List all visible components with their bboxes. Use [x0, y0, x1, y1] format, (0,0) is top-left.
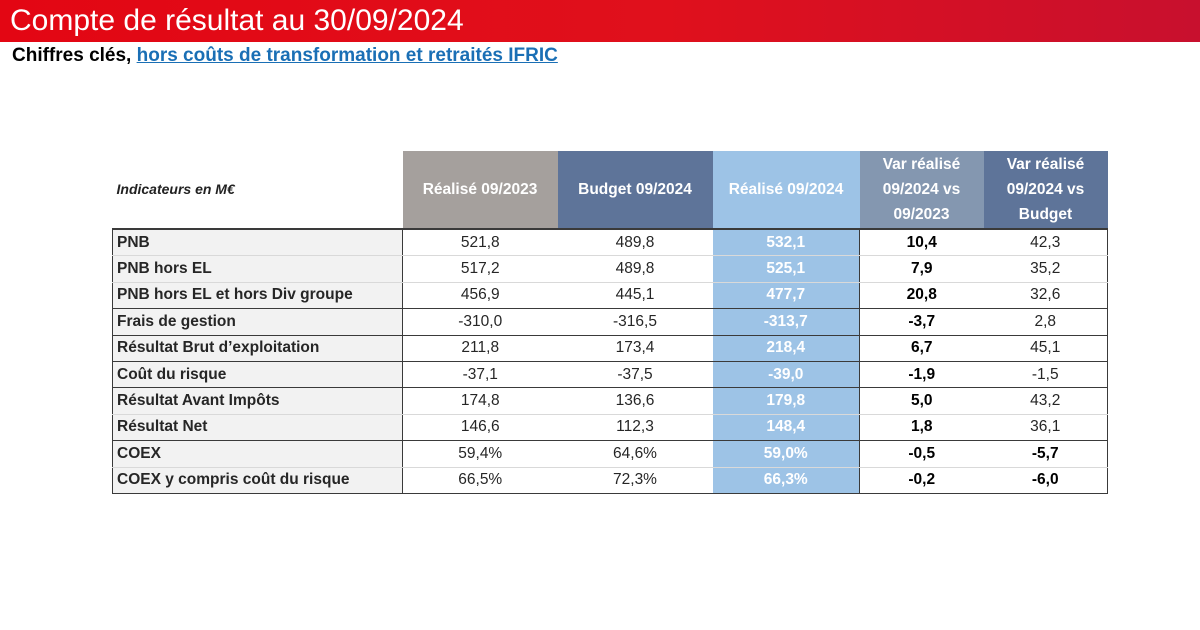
- cell-var-vs-budget: 45,1: [983, 335, 1108, 362]
- cell-realise-2024: 66,3%: [712, 467, 860, 494]
- cell-realise-2023: 66,5%: [402, 467, 558, 494]
- cell-budget-2024: -37,5: [557, 361, 713, 389]
- cell-budget-2024: 445,1: [557, 282, 713, 310]
- cell-var-vs-2023: 6,7: [859, 335, 984, 362]
- header-realise-2024: Réalisé 09/2024: [712, 151, 860, 230]
- cell-realise-2024: 218,4: [712, 335, 860, 362]
- cell-var-vs-budget: 36,1: [983, 414, 1108, 442]
- cell-realise-2023: -310,0: [402, 308, 558, 336]
- row-label: Résultat Brut d’exploitation: [112, 335, 403, 362]
- cell-budget-2024: 136,6: [557, 387, 713, 415]
- cell-var-vs-budget: 43,2: [983, 387, 1108, 415]
- header-var-vs-budget: Var réalisé 09/2024 vs Budget: [983, 151, 1108, 230]
- table-row: PNB 521,8 489,8 532,1 10,4 42,3: [112, 229, 1108, 257]
- row-label: PNB hors EL et hors Div groupe: [112, 282, 403, 310]
- cell-budget-2024: 489,8: [557, 229, 713, 257]
- cell-realise-2023: 521,8: [402, 229, 558, 257]
- header-budget-2024: Budget 09/2024: [557, 151, 713, 230]
- header-indicators: Indicateurs en M€: [112, 151, 403, 230]
- cell-var-vs-2023: 1,8: [859, 414, 984, 442]
- cell-realise-2023: 174,8: [402, 387, 558, 415]
- cell-realise-2024: 148,4: [712, 414, 860, 442]
- cell-realise-2024: -313,7: [712, 308, 860, 336]
- key-figures-table: Indicateurs en M€ Réalisé 09/2023 Budget…: [112, 151, 1108, 494]
- table-row: PNB hors EL et hors Div groupe 456,9 445…: [112, 282, 1108, 310]
- cell-var-vs-2023: -0,5: [859, 440, 984, 468]
- cell-realise-2023: 456,9: [402, 282, 558, 310]
- cell-realise-2024: 525,1: [712, 255, 860, 283]
- header-realise-2023: Réalisé 09/2023: [402, 151, 558, 230]
- cell-var-vs-2023: 5,0: [859, 387, 984, 415]
- title-banner: Compte de résultat au 30/09/2024: [0, 0, 1200, 42]
- row-label: PNB hors EL: [112, 255, 403, 283]
- cell-var-vs-budget: 32,6: [983, 282, 1108, 310]
- cell-var-vs-budget: -5,7: [983, 440, 1108, 468]
- cell-budget-2024: 64,6%: [557, 440, 713, 468]
- cell-realise-2024: 59,0%: [712, 440, 860, 468]
- cell-var-vs-2023: 20,8: [859, 282, 984, 310]
- cell-var-vs-2023: 7,9: [859, 255, 984, 283]
- header-var-vs-2023: Var réalisé 09/2024 vs 09/2023: [859, 151, 984, 230]
- row-label: COEX: [112, 440, 403, 468]
- cell-var-vs-2023: -3,7: [859, 308, 984, 336]
- cell-var-vs-2023: -0,2: [859, 467, 984, 494]
- subtitle-link[interactable]: hors coûts de transformation et retraité…: [136, 45, 558, 66]
- cell-realise-2024: 179,8: [712, 387, 860, 415]
- cell-var-vs-2023: 10,4: [859, 229, 984, 257]
- cell-realise-2023: -37,1: [402, 361, 558, 389]
- table-row: Résultat Avant Impôts 174,8 136,6 179,8 …: [112, 387, 1108, 415]
- cell-realise-2024: 477,7: [712, 282, 860, 310]
- table-row: Frais de gestion -310,0 -316,5 -313,7 -3…: [112, 308, 1108, 336]
- cell-var-vs-2023: -1,9: [859, 361, 984, 389]
- table-row: PNB hors EL 517,2 489,8 525,1 7,9 35,2: [112, 255, 1108, 283]
- cell-realise-2024: 532,1: [712, 229, 860, 257]
- cell-realise-2023: 59,4%: [402, 440, 558, 468]
- row-label: COEX y compris coût du risque: [112, 467, 403, 494]
- table-row: COEX y compris coût du risque 66,5% 72,3…: [112, 467, 1108, 494]
- cell-realise-2023: 517,2: [402, 255, 558, 283]
- cell-var-vs-budget: 2,8: [983, 308, 1108, 336]
- row-label: Frais de gestion: [112, 308, 403, 336]
- cell-budget-2024: 173,4: [557, 335, 713, 362]
- cell-var-vs-budget: -1,5: [983, 361, 1108, 389]
- table-header-row: Indicateurs en M€ Réalisé 09/2023 Budget…: [112, 151, 1108, 230]
- cell-budget-2024: 112,3: [557, 414, 713, 442]
- table-row: Résultat Net 146,6 112,3 148,4 1,8 36,1: [112, 414, 1108, 442]
- cell-var-vs-budget: 42,3: [983, 229, 1108, 257]
- table-row: Résultat Brut d’exploitation 211,8 173,4…: [112, 335, 1108, 362]
- cell-budget-2024: 72,3%: [557, 467, 713, 494]
- page-title: Compte de résultat au 30/09/2024: [10, 4, 464, 37]
- cell-var-vs-budget: 35,2: [983, 255, 1108, 283]
- cell-realise-2023: 146,6: [402, 414, 558, 442]
- subtitle-prefix: Chiffres clés,: [12, 45, 137, 66]
- row-label: Résultat Net: [112, 414, 403, 442]
- table-row: COEX 59,4% 64,6% 59,0% -0,5 -5,7: [112, 440, 1108, 468]
- cell-realise-2024: -39,0: [712, 361, 860, 389]
- cell-budget-2024: 489,8: [557, 255, 713, 283]
- cell-budget-2024: -316,5: [557, 308, 713, 336]
- row-label: Coût du risque: [112, 361, 403, 389]
- table-row: Coût du risque -37,1 -37,5 -39,0 -1,9 -1…: [112, 361, 1108, 389]
- cell-realise-2023: 211,8: [402, 335, 558, 362]
- cell-var-vs-budget: -6,0: [983, 467, 1108, 494]
- subtitle: Chiffres clés, hors coûts de transformat…: [12, 45, 558, 67]
- row-label: PNB: [112, 229, 403, 257]
- row-label: Résultat Avant Impôts: [112, 387, 403, 415]
